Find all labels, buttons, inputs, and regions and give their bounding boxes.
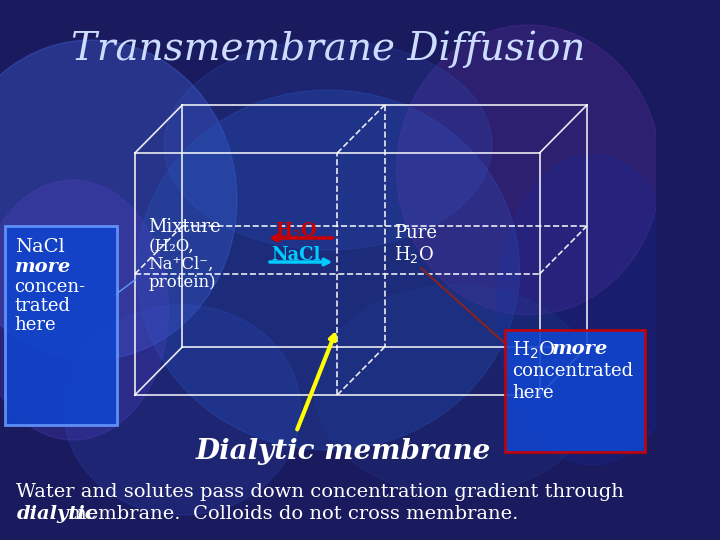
Ellipse shape: [397, 25, 661, 315]
Ellipse shape: [315, 285, 597, 495]
Text: here: here: [14, 316, 56, 334]
Text: Transmembrane Diffusion: Transmembrane Diffusion: [71, 30, 585, 68]
Ellipse shape: [64, 305, 301, 515]
Text: dialytic: dialytic: [17, 505, 97, 523]
Text: H$_2$O: H$_2$O: [275, 220, 318, 241]
Text: concentrated: concentrated: [512, 362, 634, 380]
Ellipse shape: [497, 155, 688, 465]
Ellipse shape: [0, 40, 237, 360]
FancyBboxPatch shape: [6, 226, 117, 425]
Ellipse shape: [137, 90, 519, 450]
Text: H$_2$O: H$_2$O: [512, 340, 557, 361]
Text: Water and solutes pass down concentration gradient through: Water and solutes pass down concentratio…: [17, 483, 624, 501]
Text: protein): protein): [148, 274, 216, 291]
Text: NaCl: NaCl: [271, 246, 321, 264]
Text: membrane.  Colloids do not cross membrane.: membrane. Colloids do not cross membrane…: [62, 505, 518, 523]
Text: H$_2$O: H$_2$O: [394, 244, 434, 265]
Text: more: more: [552, 340, 608, 358]
Ellipse shape: [164, 40, 492, 250]
Ellipse shape: [0, 180, 168, 440]
Text: Mixture: Mixture: [148, 218, 221, 236]
Text: concen-: concen-: [14, 278, 86, 296]
Text: here: here: [512, 384, 554, 402]
FancyBboxPatch shape: [505, 330, 645, 452]
Text: trated: trated: [14, 297, 71, 315]
Text: more: more: [14, 258, 71, 276]
Text: Na⁺Cl⁻,: Na⁺Cl⁻,: [148, 256, 214, 273]
Text: NaCl: NaCl: [14, 238, 64, 256]
Text: (H₂O,: (H₂O,: [148, 238, 194, 255]
Text: Pure: Pure: [394, 224, 437, 242]
Text: Dialytic membrane: Dialytic membrane: [196, 438, 491, 465]
